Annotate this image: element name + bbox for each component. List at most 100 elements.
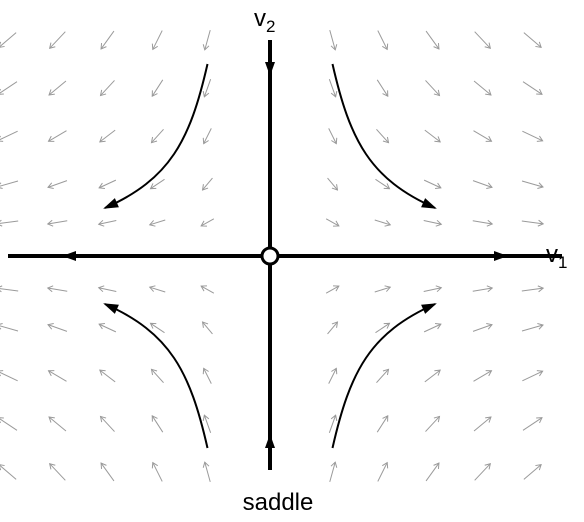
field-arrow [47, 180, 68, 190]
field-arrow [148, 219, 166, 227]
field-arrow [100, 462, 115, 482]
field-arrow [48, 80, 67, 96]
field-arrow [49, 463, 66, 481]
field-arrow [0, 180, 19, 189]
field-arrow [329, 461, 338, 482]
field-arrow [425, 462, 440, 482]
field-arrow [523, 463, 542, 480]
field-arrow [0, 32, 17, 48]
field-arrow [47, 370, 67, 382]
trajectory-lower-left [103, 303, 209, 449]
field-arrow [46, 219, 68, 227]
field-arrow [148, 285, 166, 293]
field-arrow [325, 218, 340, 227]
field-arrow [423, 323, 442, 333]
field-arrow [377, 461, 389, 482]
field-arrow [150, 128, 164, 144]
field-arrow [0, 417, 18, 431]
field-arrow [328, 128, 338, 145]
field-arrow [99, 80, 115, 97]
field-arrow [149, 178, 165, 190]
field-arrow [0, 130, 18, 142]
field-arrow [424, 369, 441, 383]
caption: saddle [243, 489, 314, 516]
v1-axis-arrow-right [494, 251, 508, 261]
field-arrow [0, 370, 18, 382]
field-arrow [0, 81, 18, 95]
field-arrow [328, 79, 338, 98]
field-arrow [473, 370, 493, 382]
fixed-point [260, 246, 280, 266]
field-arrow [474, 463, 491, 481]
field-arrow [202, 79, 212, 98]
field-arrow [376, 79, 389, 98]
field-arrow [99, 129, 116, 143]
field-arrow [374, 285, 392, 293]
field-arrow [522, 81, 543, 95]
field-arrow [151, 30, 163, 51]
field-arrow [424, 129, 441, 143]
field-arrow [202, 461, 211, 482]
v1-axis-arrow-left [62, 251, 76, 261]
field-arrow [522, 370, 544, 382]
field-arrow [472, 219, 494, 227]
field-arrow [151, 414, 164, 433]
trajectory-upper-left [103, 63, 209, 209]
field-arrow [325, 285, 340, 294]
vector-field [0, 30, 545, 482]
field-arrow [522, 417, 543, 431]
field-arrow [97, 285, 117, 293]
v1-label: v1 [546, 241, 567, 272]
field-arrow [473, 80, 492, 96]
field-arrow [521, 180, 544, 189]
field-arrow [473, 416, 492, 432]
field-arrow [423, 179, 442, 189]
field-arrow [98, 179, 117, 189]
field-arrow [423, 285, 443, 293]
field-arrow [521, 323, 544, 332]
field-arrow [200, 285, 215, 294]
field-arrow [472, 285, 494, 293]
field-arrow [202, 414, 212, 433]
v2-label: v2 [254, 5, 275, 36]
field-arrow [472, 322, 493, 332]
field-arrow [98, 323, 117, 333]
field-arrow [150, 368, 164, 384]
field-arrow [425, 80, 441, 97]
field-arrow [375, 178, 391, 190]
field-arrow [97, 219, 117, 227]
field-arrow [0, 323, 19, 332]
field-arrow [0, 219, 19, 227]
field-arrow [48, 416, 67, 432]
field-arrow [328, 414, 338, 433]
field-arrow [99, 369, 116, 383]
field-arrow [49, 31, 66, 49]
field-arrow [376, 414, 389, 433]
field-arrow [0, 464, 17, 480]
field-arrow [425, 415, 441, 432]
v2-axis-arrow-bottom [265, 434, 275, 448]
field-arrow [47, 130, 67, 142]
field-arrow [523, 32, 542, 49]
field-arrow [328, 367, 338, 384]
trajectories [103, 63, 437, 449]
field-arrow [0, 285, 19, 293]
field-arrow [329, 30, 338, 51]
field-arrow [151, 79, 164, 98]
field-arrow [375, 322, 391, 334]
field-arrow [202, 367, 212, 384]
field-arrow [200, 218, 215, 227]
field-arrow [473, 130, 493, 142]
field-arrow [201, 321, 213, 335]
field-arrow [47, 322, 68, 332]
field-arrow [201, 177, 213, 191]
field-arrow [423, 219, 443, 227]
field-arrow [151, 461, 163, 482]
field-arrow [377, 30, 389, 51]
field-arrow [374, 219, 392, 227]
field-arrow [149, 322, 165, 334]
field-arrow [472, 180, 493, 190]
field-arrow [202, 30, 211, 51]
trajectory-upper-right [331, 63, 437, 209]
